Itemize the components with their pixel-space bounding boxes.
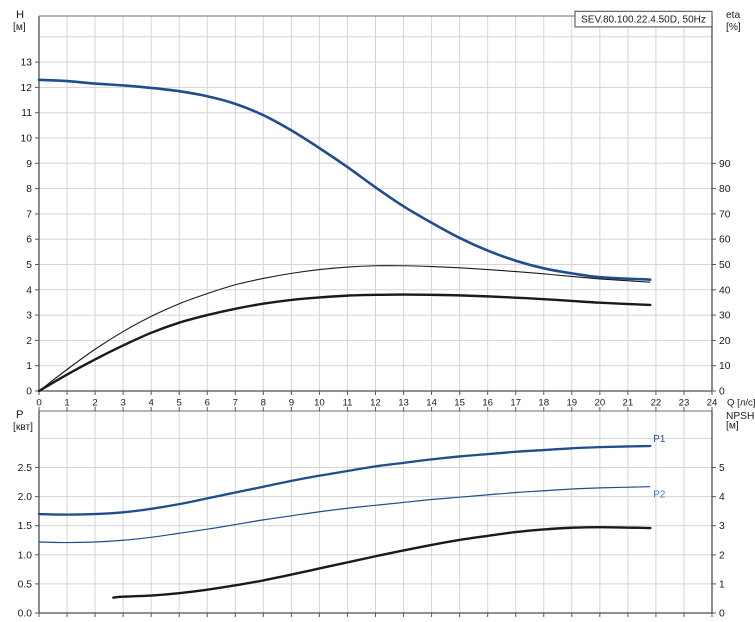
svg-text:10: 10 [314, 397, 325, 408]
svg-text:0: 0 [36, 397, 41, 408]
svg-text:6: 6 [26, 235, 32, 246]
svg-text:2: 2 [92, 397, 97, 408]
svg-text:20: 20 [594, 397, 605, 408]
svg-text:60: 60 [719, 235, 731, 246]
svg-text:2: 2 [26, 336, 32, 347]
svg-text:[м]: [м] [726, 421, 739, 432]
svg-text:3: 3 [26, 311, 32, 322]
svg-text:15: 15 [454, 397, 465, 408]
svg-text:12: 12 [21, 83, 33, 94]
svg-text:0: 0 [26, 387, 32, 398]
svg-text:10: 10 [21, 134, 33, 145]
svg-text:0: 0 [719, 387, 725, 398]
svg-text:0: 0 [719, 609, 725, 620]
svg-text:0.0: 0.0 [18, 609, 33, 620]
svg-text:50: 50 [719, 260, 731, 271]
svg-text:8: 8 [261, 397, 266, 408]
svg-text:20: 20 [719, 336, 731, 347]
svg-text:5: 5 [719, 463, 725, 474]
svg-text:19: 19 [566, 397, 577, 408]
svg-text:0.5: 0.5 [18, 579, 33, 590]
svg-text:40: 40 [719, 285, 731, 296]
svg-text:22: 22 [651, 397, 662, 408]
svg-text:17: 17 [510, 397, 521, 408]
svg-text:14: 14 [426, 397, 437, 408]
svg-text:70: 70 [719, 209, 731, 220]
svg-text:7: 7 [26, 209, 32, 220]
svg-text:80: 80 [719, 184, 731, 195]
svg-text:5: 5 [26, 260, 32, 271]
svg-text:[%]: [%] [726, 22, 741, 33]
svg-text:11: 11 [21, 108, 32, 119]
svg-text:18: 18 [538, 397, 549, 408]
svg-text:16: 16 [482, 397, 493, 408]
svg-text:4: 4 [148, 397, 154, 408]
svg-text:11: 11 [342, 397, 352, 408]
svg-text:[м]: [м] [13, 22, 26, 33]
svg-text:9: 9 [26, 159, 32, 170]
svg-text:P2: P2 [653, 490, 665, 501]
svg-text:4: 4 [719, 492, 725, 503]
svg-text:3: 3 [120, 397, 125, 408]
svg-text:4: 4 [26, 285, 32, 296]
svg-text:eta: eta [726, 10, 740, 21]
svg-text:23: 23 [679, 397, 690, 408]
svg-text:P: P [16, 409, 23, 421]
svg-text:6: 6 [205, 397, 210, 408]
svg-text:2.0: 2.0 [18, 492, 33, 503]
svg-text:SEV.80.100.22.4.50D, 50Hz: SEV.80.100.22.4.50D, 50Hz [581, 15, 706, 26]
svg-text:9: 9 [289, 397, 294, 408]
svg-text:1.0: 1.0 [18, 550, 33, 561]
svg-text:2.5: 2.5 [18, 463, 33, 474]
svg-text:24: 24 [707, 397, 718, 408]
svg-text:10: 10 [719, 361, 731, 372]
svg-text:13: 13 [398, 397, 409, 408]
svg-text:3: 3 [719, 521, 725, 532]
svg-text:12: 12 [370, 397, 381, 408]
svg-text:30: 30 [719, 311, 731, 322]
svg-text:Q [л/с]: Q [л/с] [727, 397, 755, 408]
svg-text:1.5: 1.5 [18, 521, 33, 532]
svg-text:7: 7 [233, 397, 238, 408]
svg-text:2: 2 [719, 550, 725, 561]
svg-text:1: 1 [719, 579, 725, 590]
svg-text:8: 8 [26, 184, 32, 195]
svg-text:21: 21 [623, 397, 634, 408]
svg-text:5: 5 [177, 397, 182, 408]
svg-text:[квт]: [квт] [13, 422, 33, 433]
svg-text:13: 13 [21, 58, 33, 69]
svg-text:1: 1 [26, 361, 32, 372]
svg-text:1: 1 [64, 397, 69, 408]
svg-text:90: 90 [719, 159, 731, 170]
svg-text:H: H [16, 9, 24, 21]
svg-text:P1: P1 [653, 434, 665, 445]
